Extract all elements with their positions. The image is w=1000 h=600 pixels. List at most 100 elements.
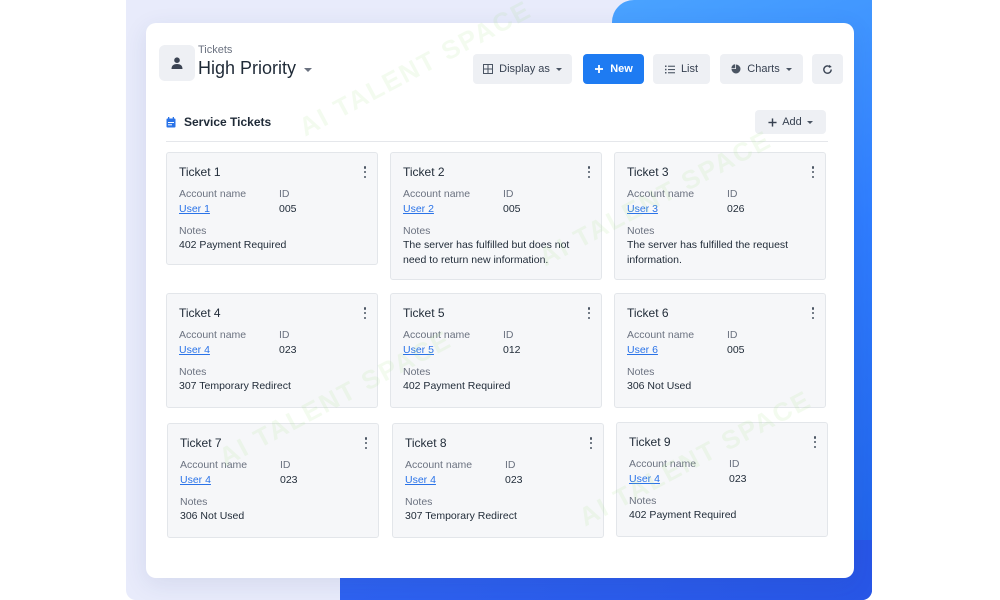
section-header: Service Tickets	[166, 115, 271, 129]
ticket-card[interactable]: Ticket 7 Account name ID User 4 023 Note…	[167, 423, 379, 538]
id-label: ID	[279, 329, 290, 341]
account-link[interactable]: User 3	[627, 203, 658, 215]
more-vertical-icon[interactable]	[363, 166, 367, 178]
notes-value: 402 Payment Required	[629, 509, 737, 521]
id-label: ID	[727, 188, 738, 200]
notes-label: Notes	[179, 225, 207, 237]
add-button[interactable]: Add	[755, 110, 826, 134]
more-vertical-icon[interactable]	[811, 166, 815, 178]
id-value: 023	[729, 473, 747, 485]
more-vertical-icon[interactable]	[587, 166, 591, 178]
refresh-button[interactable]	[812, 54, 843, 84]
notes-label: Notes	[403, 366, 431, 378]
id-value: 023	[279, 344, 297, 356]
id-label: ID	[279, 188, 290, 200]
id-label: ID	[729, 458, 740, 470]
ticket-title: Ticket 8	[405, 436, 447, 450]
account-label: Account name	[405, 459, 473, 471]
id-label: ID	[727, 329, 738, 341]
ticket-card[interactable]: Ticket 5 Account name ID User 5 012 Note…	[390, 293, 602, 408]
ticket-card[interactable]: Ticket 2 Account name ID User 2 005 Note…	[390, 152, 602, 280]
divider	[166, 141, 828, 142]
list-icon	[664, 65, 675, 73]
ticket-title: Ticket 7	[180, 436, 222, 450]
notes-label: Notes	[627, 225, 655, 237]
account-link[interactable]: User 4	[179, 344, 210, 356]
chevron-down-icon	[304, 68, 313, 72]
id-value: 023	[505, 474, 523, 486]
notes-value: 306 Not Used	[627, 380, 692, 392]
account-label: Account name	[627, 329, 695, 341]
account-link[interactable]: User 1	[179, 203, 210, 215]
display-as-button[interactable]: Display as	[473, 54, 572, 84]
plus-icon	[768, 117, 777, 127]
id-value: 005	[503, 203, 521, 215]
account-link[interactable]: User 4	[405, 474, 436, 486]
notes-value: 306 Not Used	[180, 510, 245, 522]
pie-chart-icon	[731, 64, 741, 74]
account-link[interactable]: User 5	[403, 344, 434, 356]
ticket-title: Ticket 4	[179, 306, 221, 320]
account-link[interactable]: User 6	[627, 344, 658, 356]
new-button[interactable]: New	[583, 54, 644, 84]
id-value: 012	[503, 344, 521, 356]
more-vertical-icon[interactable]	[589, 437, 593, 449]
add-label: Add	[782, 116, 802, 128]
more-vertical-icon[interactable]	[363, 307, 367, 319]
ticket-title: Ticket 5	[403, 306, 445, 320]
charts-label: Charts	[747, 63, 780, 75]
account-link[interactable]: User 2	[403, 203, 434, 215]
account-label: Account name	[629, 458, 697, 470]
more-vertical-icon[interactable]	[813, 436, 817, 448]
account-link[interactable]: User 4	[180, 474, 211, 486]
id-label: ID	[280, 459, 291, 471]
account-link[interactable]: User 4	[629, 473, 660, 485]
ticket-card[interactable]: Ticket 6 Account name ID User 6 005 Note…	[614, 293, 826, 408]
display-as-label: Display as	[499, 63, 550, 75]
id-label: ID	[505, 459, 516, 471]
id-value: 005	[279, 203, 297, 215]
account-label: Account name	[627, 188, 695, 200]
account-label: Account name	[179, 329, 247, 341]
notes-label: Notes	[629, 495, 657, 507]
charts-button[interactable]: Charts	[720, 54, 803, 84]
ticket-title: Ticket 1	[179, 165, 221, 179]
notes-value: The server has fulfilled but does not ne…	[403, 239, 570, 266]
notes-label: Notes	[179, 366, 207, 378]
user-icon	[171, 57, 183, 69]
new-label: New	[610, 63, 633, 75]
id-value: 026	[727, 203, 745, 215]
chevron-down-icon	[555, 67, 562, 71]
avatar[interactable]	[159, 45, 195, 81]
breadcrumb[interactable]: Tickets	[198, 44, 233, 56]
id-value: 005	[727, 344, 745, 356]
ticket-card[interactable]: Ticket 4 Account name ID User 4 023 Note…	[166, 293, 378, 408]
ticket-title: Ticket 9	[629, 435, 671, 449]
account-label: Account name	[403, 329, 471, 341]
refresh-icon	[823, 64, 832, 74]
notes-label: Notes	[180, 496, 208, 508]
list-button[interactable]: List	[653, 54, 710, 84]
more-vertical-icon[interactable]	[364, 437, 368, 449]
ticket-card[interactable]: Ticket 8 Account name ID User 4 023 Note…	[392, 423, 604, 538]
notes-value: 307 Temporary Redirect	[405, 510, 517, 522]
chevron-down-icon	[806, 120, 813, 124]
calendar-icon	[166, 116, 176, 127]
id-value: 023	[280, 474, 298, 486]
page-title[interactable]: High Priority	[198, 58, 313, 79]
plus-icon	[595, 65, 604, 73]
account-label: Account name	[403, 188, 471, 200]
notes-value: The server has fulfilled the request inf…	[627, 239, 789, 266]
ticket-card[interactable]: Ticket 9 Account name ID User 4 023 Note…	[616, 422, 828, 537]
notes-value: 402 Payment Required	[403, 380, 511, 392]
id-label: ID	[503, 188, 514, 200]
id-label: ID	[503, 329, 514, 341]
more-vertical-icon[interactable]	[811, 307, 815, 319]
grid-icon	[483, 64, 494, 74]
notes-label: Notes	[627, 366, 655, 378]
list-label: List	[680, 63, 699, 75]
ticket-card[interactable]: Ticket 3 Account name ID User 3 026 Note…	[614, 152, 826, 280]
ticket-title: Ticket 3	[627, 165, 669, 179]
more-vertical-icon[interactable]	[587, 307, 591, 319]
ticket-card[interactable]: Ticket 1 Account name ID User 1 005 Note…	[166, 152, 378, 265]
